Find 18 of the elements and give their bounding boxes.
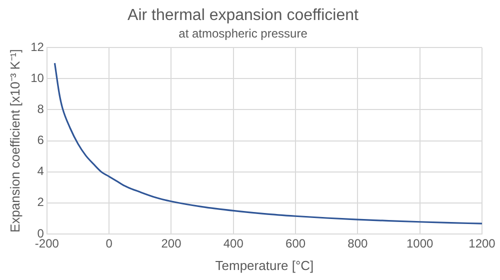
x-tick-label: 1200 <box>468 236 496 251</box>
x-tick-label: 800 <box>348 236 368 251</box>
x-tick-label: 1000 <box>406 236 434 251</box>
x-tick-label: 200 <box>161 236 182 251</box>
y-tick-label: 4 <box>37 164 44 178</box>
y-tick-label: 10 <box>30 70 44 85</box>
y-tick-label: 6 <box>37 133 44 148</box>
x-tick-label: 600 <box>286 236 306 251</box>
x-axis-title: Temperature [°C] <box>215 258 314 273</box>
y-tick-label: 2 <box>37 195 44 210</box>
x-tick-label: 400 <box>223 236 244 251</box>
line-series <box>54 62 482 224</box>
y-tick-label: 8 <box>37 102 44 116</box>
x-tick-label: 0 <box>106 236 113 251</box>
chart-title: Air thermal expansion coefficient <box>128 7 360 24</box>
y-tick-label: 12 <box>30 40 44 54</box>
y-axis-title: Expansion coefficient [x10⁻³ K⁻¹] <box>7 49 22 232</box>
chart-subtitle: at atmospheric pressure <box>178 26 308 41</box>
